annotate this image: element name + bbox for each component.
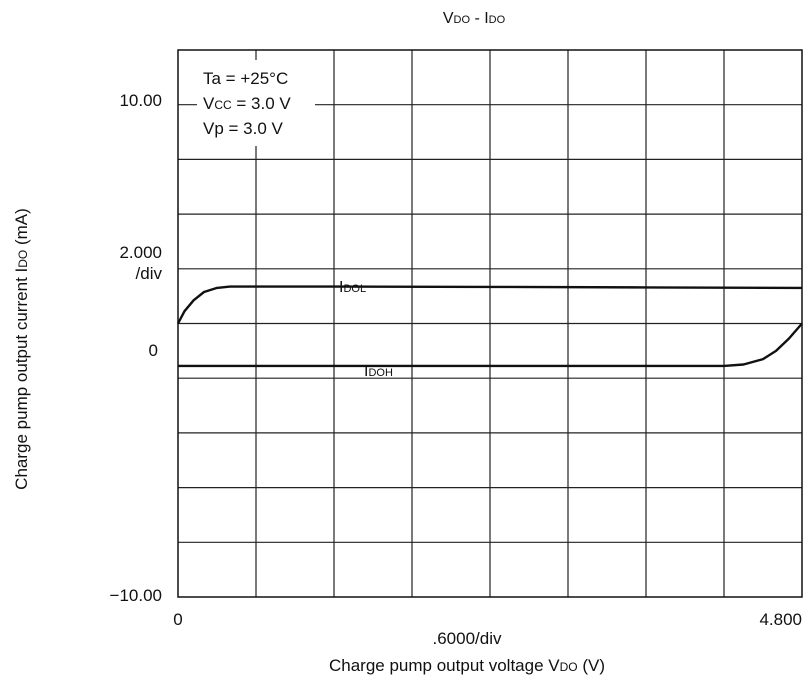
y-tick-zero: 0 — [149, 341, 158, 360]
y-tick-div-suffix: /div — [136, 264, 163, 283]
chart-title: VDO - IDO — [443, 10, 506, 27]
series-group — [176, 285, 803, 368]
conditions-box-bg — [197, 60, 315, 146]
condition-vp: Vp = 3.0 V — [203, 119, 284, 138]
y-axis-label: Charge pump output current IDO (mA) — [12, 208, 31, 490]
x-tick-max: 4.800 — [759, 610, 802, 629]
series-label-idol: IDOL — [339, 279, 366, 296]
x-tick-min: 0 — [173, 610, 182, 629]
condition-ta: Ta = +25°C — [203, 69, 288, 88]
y-tick-min: −10.00 — [110, 586, 162, 605]
y-tick-max: 10.00 — [119, 91, 162, 110]
x-tick-div: .6000/div — [433, 629, 502, 648]
y-tick-div: 2.000 — [119, 243, 162, 262]
condition-vcc: VCC = 3.0 V — [203, 94, 291, 113]
x-axis-label: Charge pump output voltage VDO (V) — [329, 656, 605, 675]
series-line-idol — [176, 285, 803, 325]
series-label-idoh: IDOH — [364, 363, 393, 380]
series-line-idoh — [178, 322, 803, 368]
